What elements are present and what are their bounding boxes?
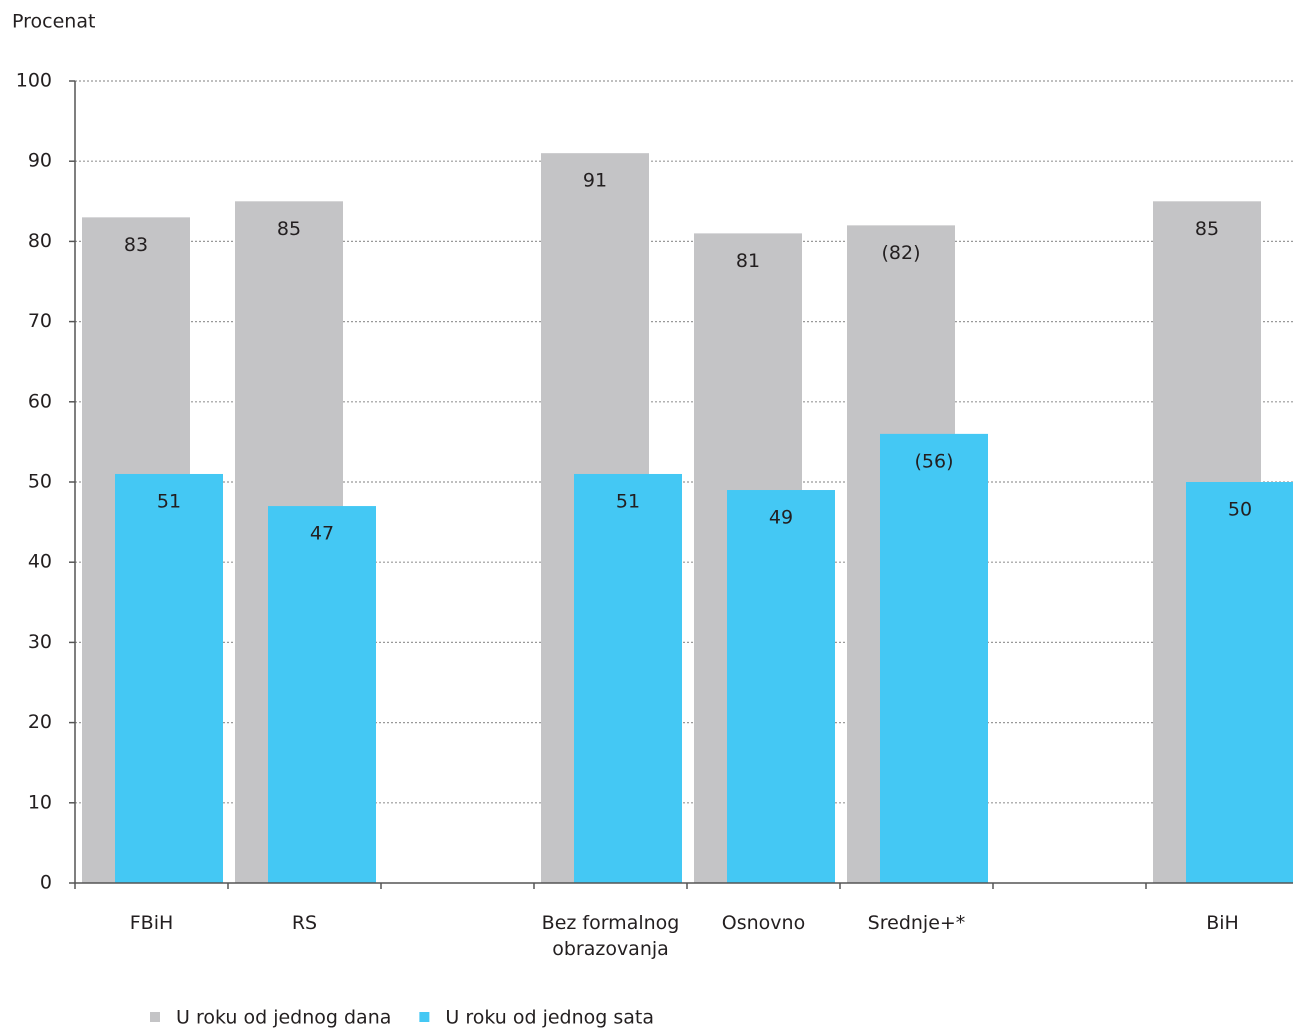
value-label: 49 (769, 507, 793, 529)
legend-swatch (419, 1012, 430, 1022)
x-tick-label: RS (291, 912, 318, 934)
y-tick-label: 10 (28, 791, 52, 813)
x-tick-label: FBiH (129, 912, 174, 934)
legend-label: U roku od jednog sata (445, 1007, 654, 1029)
bar (268, 506, 376, 883)
x-tick-label: Osnovno (721, 912, 806, 934)
x-tick-label: Srednje+* (867, 912, 966, 934)
y-tick-label: 40 (28, 551, 52, 573)
y-tick-label: 20 (28, 711, 52, 733)
value-label: 51 (616, 490, 640, 512)
value-label: 47 (310, 523, 334, 545)
legend-label: U roku od jednog dana (176, 1007, 391, 1029)
bar (115, 473, 223, 883)
y-axis-label: Procenat (12, 11, 95, 33)
value-label: 51 (157, 490, 181, 512)
bar (727, 490, 835, 883)
bar (880, 433, 988, 883)
y-tick-label: 80 (28, 230, 52, 252)
value-label: 85 (1195, 218, 1219, 240)
value-label: (82) (881, 242, 920, 264)
y-tick-label: 60 (28, 390, 52, 412)
value-label: 81 (736, 250, 760, 272)
bar (1186, 482, 1293, 883)
y-tick-label: 100 (16, 70, 52, 92)
y-tick-label: 70 (28, 310, 52, 332)
value-label: 85 (277, 218, 301, 240)
y-tick-label: 30 (28, 631, 52, 653)
y-tick-label: 0 (40, 872, 52, 894)
y-tick-label: 50 (28, 471, 52, 493)
value-label: 50 (1228, 499, 1252, 521)
x-tick-label: BiH (1206, 912, 1239, 934)
value-label: (56) (914, 450, 953, 472)
bar (574, 473, 682, 883)
value-label: 83 (124, 234, 148, 256)
legend-swatch (150, 1012, 160, 1022)
value-label: 91 (583, 170, 607, 192)
x-tick-label: Bez formalnog obrazovanja (541, 912, 680, 960)
y-tick-label: 90 (28, 150, 52, 172)
